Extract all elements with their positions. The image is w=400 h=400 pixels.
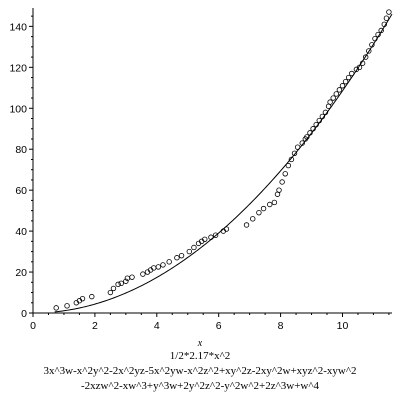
y-tick-label: 40 — [15, 226, 27, 238]
data-point — [375, 31, 381, 38]
data-point — [191, 244, 197, 251]
data-point — [285, 162, 292, 169]
data-point — [64, 303, 70, 309]
data-point — [267, 201, 273, 208]
data-point — [313, 121, 319, 128]
data-point — [336, 87, 343, 93]
data-point — [288, 156, 295, 163]
data-point — [79, 295, 86, 302]
caption-polynomial-line-2: -2xzw^2-xw^3+y^3w+2y^2z^2-y^2w^2+2z^3w+w… — [80, 380, 320, 392]
data-point — [276, 187, 282, 193]
data-point — [129, 274, 135, 280]
y-tick-label: 20 — [15, 267, 27, 279]
x-tick-label: 6 — [216, 320, 222, 332]
data-point — [291, 150, 298, 157]
data-point — [212, 232, 219, 238]
data-point — [310, 126, 316, 132]
data-point — [166, 259, 172, 265]
data-point — [186, 248, 192, 255]
data-point — [386, 9, 392, 15]
data-point — [366, 48, 372, 54]
y-tick-label: 120 — [9, 62, 27, 74]
data-point — [140, 271, 146, 277]
data-point — [223, 226, 230, 232]
axes — [32, 8, 392, 314]
data-point — [260, 205, 267, 212]
data-point — [349, 70, 355, 77]
x-tick-label: 4 — [154, 320, 160, 332]
data-point — [383, 15, 390, 21]
data-point — [304, 134, 310, 140]
y-tick-label: 60 — [15, 185, 27, 197]
x-tick-label: 0 — [30, 320, 36, 332]
data-point — [174, 255, 180, 261]
data-point — [333, 91, 339, 97]
data-point — [381, 21, 387, 28]
caption-fit-expression: 1/2*2.17*x^2 — [169, 350, 231, 362]
data-point — [330, 95, 336, 101]
data-point — [322, 109, 329, 116]
data-point — [178, 252, 185, 259]
data-point — [356, 64, 363, 71]
data-point — [294, 144, 301, 150]
data-point — [89, 293, 95, 300]
x-axis-label: x — [197, 338, 203, 349]
y-tick-label: 100 — [9, 103, 27, 115]
data-point — [243, 222, 250, 228]
data-point — [378, 27, 384, 34]
data-point — [271, 199, 278, 206]
data-point — [110, 285, 117, 292]
data-point — [372, 35, 378, 42]
data-point — [339, 83, 346, 89]
data-point — [118, 280, 124, 287]
data-point — [282, 171, 288, 177]
data-point — [279, 179, 285, 185]
caption-polynomial-line-1: 3x^3w-x^2y^2-2x^2yz-5x^2yw-x^2z^2+xy^2z-… — [43, 365, 357, 377]
x-tick-label: 2 — [92, 320, 98, 332]
data-point — [316, 117, 322, 124]
data-point — [208, 234, 214, 240]
data-point — [362, 54, 369, 60]
data-point — [256, 209, 262, 216]
y-tick-label: 0 — [21, 308, 27, 320]
data-point — [155, 264, 162, 270]
data-point — [250, 216, 256, 222]
fit-curve — [54, 13, 393, 313]
data-point — [327, 99, 333, 105]
x-tick-label: 10 — [337, 320, 349, 332]
points-layer — [53, 9, 392, 311]
curve-layer — [54, 13, 393, 313]
data-point — [319, 113, 326, 120]
data-point — [107, 289, 114, 296]
data-point — [123, 278, 129, 284]
data-point — [299, 140, 305, 146]
data-point — [307, 130, 313, 136]
data-point — [359, 60, 366, 66]
data-point — [369, 42, 375, 48]
data-point — [345, 74, 352, 81]
data-point — [342, 78, 349, 85]
data-point — [115, 281, 121, 288]
data-point — [53, 305, 59, 311]
y-tick-label: 80 — [15, 144, 27, 156]
y-tick-label: 140 — [9, 21, 27, 33]
data-point — [202, 236, 208, 242]
x-tick-label: 8 — [278, 320, 284, 332]
data-point — [160, 262, 166, 268]
